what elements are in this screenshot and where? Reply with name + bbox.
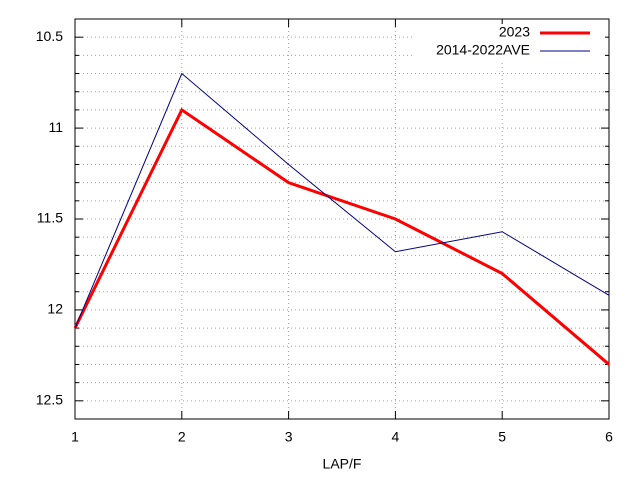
plot-frame [74,18,610,420]
x-tick-label: 6 [605,429,613,445]
legend-label: 2023 [499,24,530,40]
y-tick-label: 11 [48,119,63,135]
y-tick-label: 12 [47,301,63,317]
y-tick-label: 10.5 [36,28,63,44]
series-line [74,72,610,329]
x-tick-label: 2 [178,429,186,445]
x-tick-label: 3 [285,429,293,445]
legend-background [415,24,605,62]
legend-label: 2014-2022AVE [436,42,530,58]
y-tick-label: 12.5 [36,392,63,408]
series-line [73,107,610,366]
y-tick-label: 11.5 [37,210,63,226]
x-tick-label: 4 [392,429,400,445]
x-tick-label: 5 [498,429,506,445]
x-tick-label: 1 [71,429,79,445]
x-axis-label: LAP/F [323,456,362,472]
